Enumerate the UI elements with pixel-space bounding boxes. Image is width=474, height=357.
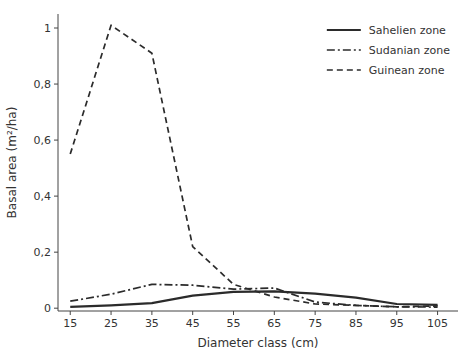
x-axis-line <box>58 311 458 312</box>
y-tick-label: 0,2 <box>34 246 52 259</box>
x-tick-label: 35 <box>145 317 159 330</box>
y-tick <box>54 84 58 85</box>
x-tick-label: 55 <box>227 317 241 330</box>
y-tick-label: 0,4 <box>34 190 52 203</box>
x-tick-label: 25 <box>104 317 118 330</box>
y-axis-label: Basal area (m²/ha) <box>5 107 19 219</box>
y-tick <box>54 28 58 29</box>
legend-swatch <box>327 69 361 71</box>
legend-swatch <box>327 49 361 51</box>
y-tick <box>54 308 58 309</box>
y-tick-label: 0,6 <box>34 134 52 147</box>
y-tick <box>54 196 58 197</box>
x-tick-label: 45 <box>186 317 200 330</box>
legend-label: Sudanian zone <box>369 44 450 57</box>
series-line <box>70 291 437 306</box>
series-line <box>70 284 437 307</box>
x-tick <box>70 311 71 315</box>
y-tick-label: 1 <box>44 22 51 35</box>
x-tick-label: 65 <box>267 317 281 330</box>
legend-label: Guinean zone <box>369 64 445 77</box>
x-tick <box>192 311 193 315</box>
y-tick <box>54 252 58 253</box>
x-tick-label: 95 <box>390 317 404 330</box>
y-axis-line <box>58 14 59 311</box>
legend: Sahelien zone Sudanian zone Guinean zone <box>327 24 450 77</box>
y-tick-label: 0 <box>44 302 51 315</box>
x-tick <box>151 311 152 315</box>
x-tick-label: 75 <box>308 317 322 330</box>
chart: 15 25 35 45 55 65 75 85 95 105 0 0,2 0,4 0,6 0,8 1 Diame… <box>0 0 474 357</box>
x-tick <box>233 311 234 315</box>
legend-swatch <box>327 29 361 31</box>
x-tick-label: 15 <box>63 317 77 330</box>
x-axis: 15 25 35 45 55 65 75 85 95 105 <box>63 311 448 330</box>
x-axis-label: Diameter class (cm) <box>197 336 318 350</box>
y-axis: 0 0,2 0,4 0,6 0,8 1 <box>34 22 59 315</box>
x-tick <box>315 311 316 315</box>
x-tick <box>437 311 438 315</box>
legend-label: Sahelien zone <box>369 24 446 37</box>
x-tick <box>396 311 397 315</box>
y-tick <box>54 140 58 141</box>
x-tick <box>355 311 356 315</box>
x-tick-label: 85 <box>349 317 363 330</box>
y-tick-label: 0,8 <box>34 78 52 91</box>
x-tick <box>111 311 112 315</box>
x-tick-label: 105 <box>427 317 448 330</box>
x-tick <box>274 311 275 315</box>
